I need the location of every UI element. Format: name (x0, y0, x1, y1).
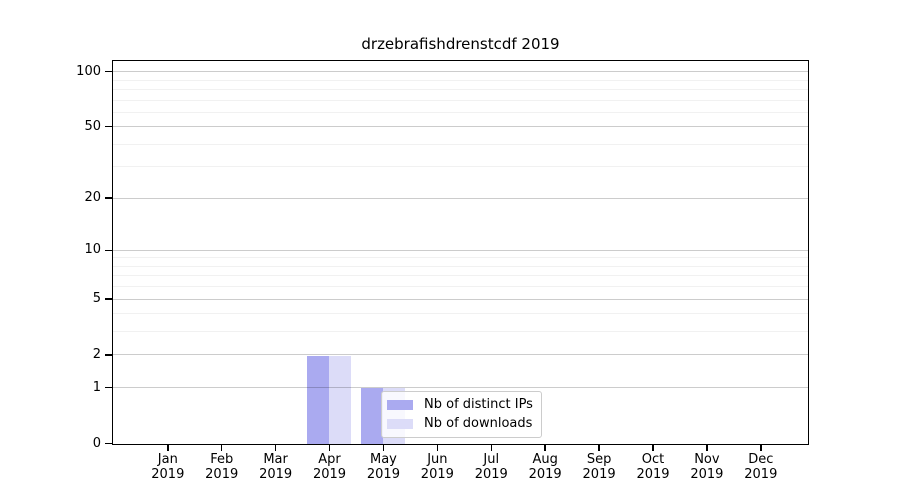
bar-may-distinct-ips (361, 388, 383, 444)
y-tick-mark (105, 354, 112, 356)
y-tick-mark (105, 70, 112, 73)
y-tick-label: 10 (84, 242, 101, 258)
x-tick-mark (220, 445, 223, 451)
x-tick-mark (167, 445, 169, 451)
legend-swatch-downloads-icon (387, 418, 413, 429)
x-tick-label-jul: Jul 2019 (474, 452, 508, 482)
bar-apr-downloads (329, 355, 351, 444)
x-tick-mark (598, 445, 600, 451)
y-tick-label: 0 (92, 435, 101, 451)
x-tick-mark (490, 445, 492, 451)
y-tick-mark (105, 386, 112, 389)
y-tick-label: 50 (84, 118, 101, 134)
bar-apr-distinct-ips (307, 355, 330, 444)
x-tick-mark (652, 445, 654, 451)
x-tick-mark (706, 445, 708, 451)
legend-item-distinct-ips: Nb of distinct IPs (387, 395, 533, 414)
legend-label-distinct-ips: Nb of distinct IPs (424, 397, 533, 412)
plot-area: Nb of distinct IPs Nb of downloads (112, 60, 809, 445)
x-tick-mark (274, 445, 277, 451)
y-tick-mark (105, 442, 112, 445)
y-tick-label: 5 (92, 291, 101, 307)
y-tick-mark (105, 125, 112, 128)
x-tick-mark (382, 445, 385, 451)
x-tick-label-apr: Apr 2019 (312, 452, 347, 482)
y-tick-label: 20 (84, 190, 101, 206)
x-tick-mark (544, 445, 546, 451)
bars-layer (113, 61, 808, 444)
y-tick-mark (105, 298, 112, 300)
x-tick-label-jun: Jun 2019 (420, 452, 454, 482)
x-tick-mark (436, 445, 439, 451)
x-tick-label-feb: Feb 2019 (205, 452, 239, 482)
chart-title: drzebrafishdrenstcdf 2019 (361, 35, 560, 53)
x-tick-mark (328, 445, 331, 451)
y-tick-mark (105, 249, 112, 252)
x-tick-label-nov: Nov 2019 (690, 452, 724, 482)
y-tick-label: 100 (76, 63, 101, 79)
y-tick-label: 1 (92, 379, 101, 395)
x-tick-label-sep: Sep 2019 (582, 452, 616, 482)
x-tick-label-aug: Aug 2019 (528, 452, 562, 482)
x-tick-label-jan: Jan 2019 (151, 452, 185, 482)
legend-item-downloads: Nb of downloads (387, 414, 533, 433)
y-tick-label: 2 (92, 346, 101, 362)
y-tick-mark (105, 197, 112, 199)
x-tick-label-mar: Mar 2019 (259, 452, 293, 482)
legend-swatch-distinct-ips-icon (387, 399, 413, 410)
legend: Nb of distinct IPs Nb of downloads (381, 391, 542, 438)
x-tick-mark (760, 445, 762, 451)
x-tick-label-dec: Dec 2019 (744, 452, 778, 482)
x-tick-label-may: May 2019 (366, 452, 400, 482)
legend-label-downloads: Nb of downloads (424, 416, 533, 431)
x-tick-label-oct: Oct 2019 (636, 452, 670, 482)
